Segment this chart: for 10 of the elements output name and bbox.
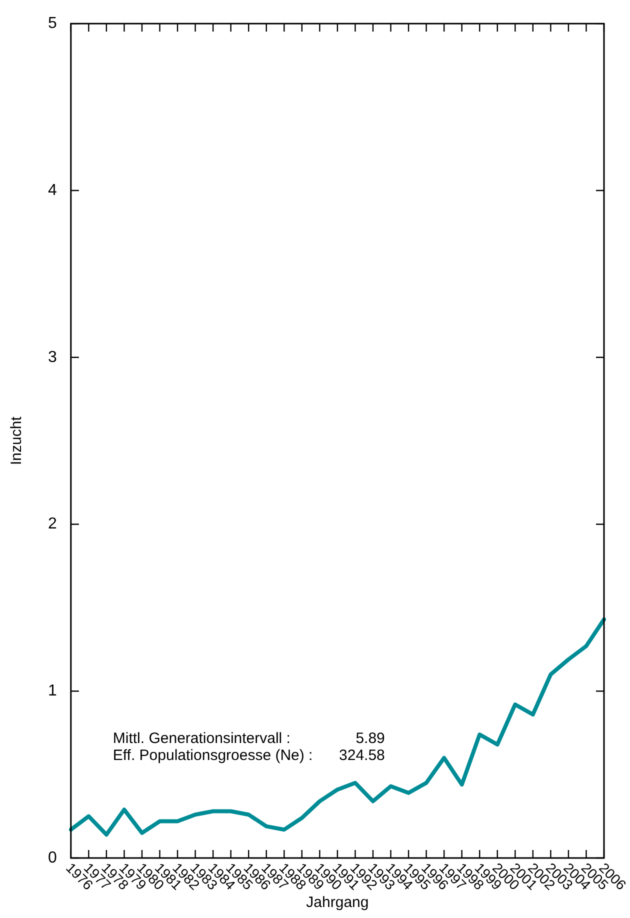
text: Eff. Populationsgroesse (Ne) : 324.58 <box>112 746 385 764</box>
x-axis-title: Jahrgang <box>306 894 369 912</box>
y-axis-title: Inzucht <box>8 416 26 465</box>
y-tick-label: 5 <box>48 15 57 32</box>
y-tick-label: 2 <box>48 516 57 533</box>
text: Mittl. Generationsintervall : 5.89 <box>112 730 385 747</box>
y-tick-label: 0 <box>48 849 57 866</box>
y-tick-label: 1 <box>48 682 57 700</box>
y-tick-label: 4 <box>48 182 57 199</box>
y-tick-label: 3 <box>48 348 57 366</box>
